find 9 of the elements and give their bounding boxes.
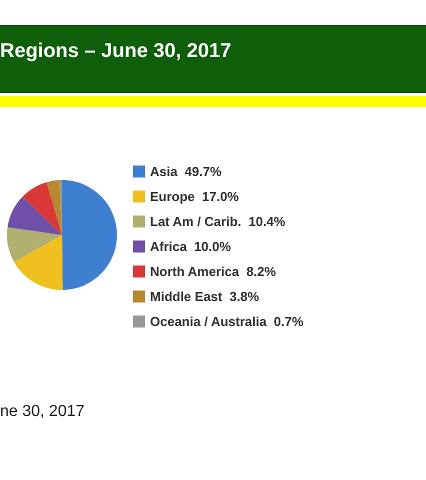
legend-label: Europe 17.0% bbox=[150, 189, 240, 204]
legend-label: Lat Am / Carib. 10.4% bbox=[150, 214, 286, 229]
legend-label: Asia 49.7% bbox=[150, 164, 222, 179]
legend-label: Middle East 3.8% bbox=[150, 289, 260, 304]
legend-label: Africa 10.0% bbox=[150, 239, 232, 254]
legend-label: Oceania / Australia 0.7% bbox=[150, 314, 304, 329]
text: ne 30, 2017 bbox=[0, 402, 85, 422]
chart-title: Regions – June 30, 2017 bbox=[0, 40, 232, 63]
legend-label: North America 8.2% bbox=[150, 264, 276, 279]
